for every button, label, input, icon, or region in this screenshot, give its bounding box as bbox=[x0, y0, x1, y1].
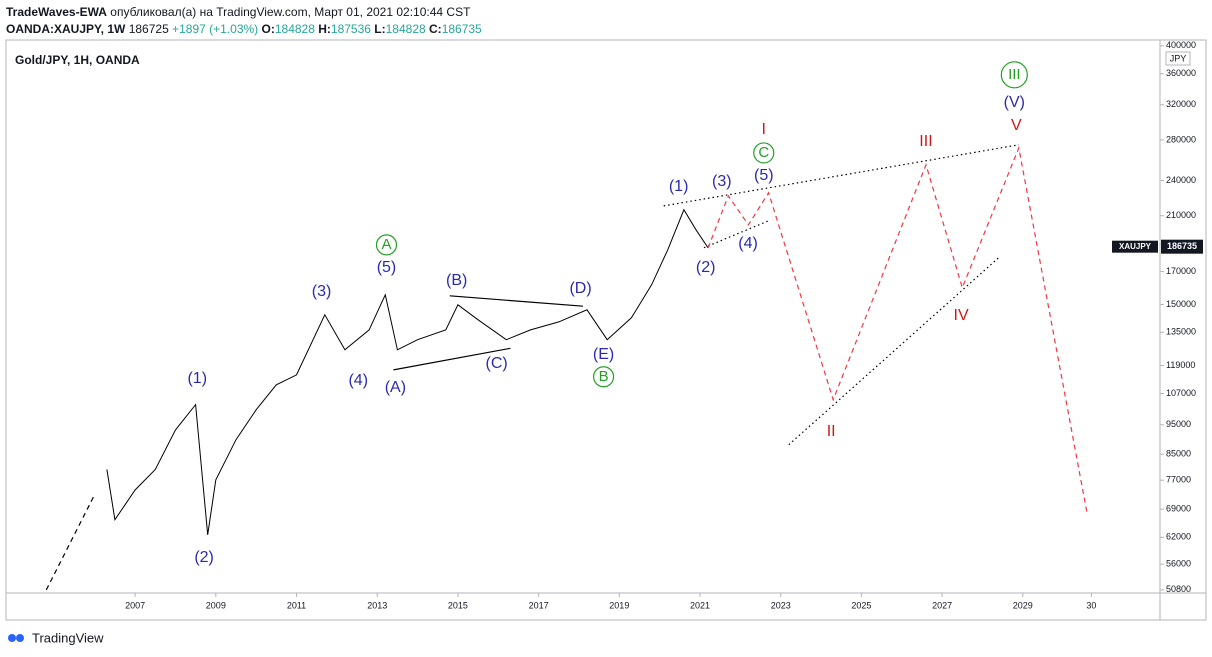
wave-label: (V) bbox=[1004, 94, 1025, 111]
currency-box bbox=[1165, 51, 1191, 66]
o: 184828 bbox=[274, 22, 315, 36]
c: 186735 bbox=[441, 22, 482, 36]
wave-label: (D) bbox=[569, 280, 591, 297]
trend-line bbox=[703, 220, 769, 249]
wave-label: II bbox=[827, 423, 836, 440]
chart-title: Gold/JPY, 1H, OANDA bbox=[15, 53, 140, 67]
wave-label: (4) bbox=[738, 235, 758, 252]
price: 186725 bbox=[128, 22, 169, 36]
trend-line bbox=[663, 144, 1019, 207]
wave-label: B bbox=[599, 368, 609, 385]
x-tick-label: 2025 bbox=[851, 600, 871, 610]
x-tick-label: 2019 bbox=[609, 600, 629, 610]
y-tick-label: 56000 bbox=[1166, 559, 1191, 569]
published: опубликовал(а) на TradingView.com, Март … bbox=[110, 5, 471, 19]
x-tick-label: 2007 bbox=[125, 600, 145, 610]
wave-label: (4) bbox=[348, 372, 368, 389]
y-tick-label: 62000 bbox=[1166, 532, 1191, 542]
y-tick-label: 50800 bbox=[1166, 584, 1191, 594]
footer: TradingView bbox=[32, 630, 104, 645]
wave-label: C bbox=[758, 144, 769, 161]
symbol: OANDA:XAUJPY, 1W bbox=[6, 22, 126, 36]
wave-label: (3) bbox=[712, 173, 732, 190]
wave-label: (2) bbox=[696, 259, 716, 276]
wave-circle bbox=[1000, 61, 1028, 89]
y-tick-label: 85000 bbox=[1166, 449, 1191, 459]
y-tick-label: 400000 bbox=[1166, 40, 1196, 50]
header-line-2: OANDA:XAUJPY, 1W 186725 +1897 (+1.03%) O… bbox=[6, 22, 482, 36]
wave-label: (5) bbox=[754, 167, 774, 184]
y-tick-label: 107000 bbox=[1166, 388, 1196, 398]
x-tick-label: 2011 bbox=[287, 600, 306, 610]
wave-label: A bbox=[381, 236, 391, 253]
l: 184828 bbox=[385, 22, 426, 36]
y-tick-label: 240000 bbox=[1166, 175, 1196, 185]
y-tick-label: 95000 bbox=[1166, 419, 1191, 429]
x-tick-label: 2015 bbox=[448, 600, 468, 610]
y-tick-label: 150000 bbox=[1166, 299, 1196, 309]
change: +1897 (+1.03%) bbox=[172, 22, 259, 36]
wave-label: (A) bbox=[385, 379, 406, 396]
wave-circle bbox=[592, 366, 615, 388]
wave-label: (E) bbox=[593, 346, 614, 363]
x-tick-label: 2027 bbox=[932, 600, 952, 610]
y-tick-label: 210000 bbox=[1166, 210, 1196, 220]
wave-label: (5) bbox=[377, 259, 397, 276]
o-label: O: bbox=[261, 22, 275, 36]
header-line-1: TradeWaves-EWA опубликовал(а) на Trading… bbox=[6, 5, 470, 19]
x-tick-label: 2021 bbox=[690, 600, 710, 610]
author: TradeWaves-EWA bbox=[6, 5, 107, 19]
y-tick-label: 320000 bbox=[1166, 99, 1196, 109]
x-tick-label: 2029 bbox=[1013, 600, 1033, 610]
wave-label: (B) bbox=[446, 272, 467, 289]
wave-label: V bbox=[1011, 117, 1022, 134]
y-tick-label: 119000 bbox=[1166, 360, 1195, 370]
currency: JPY bbox=[1170, 53, 1187, 63]
wave-label: (2) bbox=[194, 549, 214, 566]
price-tag bbox=[1161, 239, 1203, 254]
wave-label: (3) bbox=[312, 283, 332, 300]
h-label: H: bbox=[318, 22, 331, 36]
wave-label: (C) bbox=[486, 355, 508, 372]
y-tick-label: 135000 bbox=[1166, 327, 1196, 337]
trend-line bbox=[45, 494, 96, 591]
price-tag-name-box bbox=[1112, 240, 1158, 253]
wave-label: (1) bbox=[187, 370, 207, 387]
wave-label: I bbox=[762, 121, 766, 138]
wave-label: (1) bbox=[669, 178, 689, 195]
price-tag-label: 186735 bbox=[1167, 241, 1197, 251]
l-label: L: bbox=[374, 22, 386, 36]
wave-circle bbox=[753, 142, 775, 164]
frame bbox=[5, 39, 1207, 621]
x-tick-label: 2009 bbox=[206, 600, 226, 610]
price-tag-name: XAUJPY bbox=[1119, 242, 1152, 251]
x-tick-label: 2017 bbox=[529, 600, 549, 610]
y-tick-label: 69000 bbox=[1166, 504, 1191, 514]
y-tick-label: 77000 bbox=[1166, 475, 1191, 485]
trend-line bbox=[449, 295, 584, 307]
x-tick-label: 30 bbox=[1086, 600, 1096, 610]
wave-label: IV bbox=[954, 307, 969, 324]
wave-label: III bbox=[919, 133, 932, 150]
x-tick-label: 2013 bbox=[367, 600, 387, 610]
projection-line bbox=[707, 145, 1088, 516]
logo bbox=[8, 634, 24, 642]
trend-line bbox=[788, 257, 999, 446]
y-tick-label: 360000 bbox=[1166, 68, 1196, 78]
trend-line bbox=[393, 347, 511, 371]
y-tick-label: 280000 bbox=[1166, 134, 1196, 144]
h: 187536 bbox=[330, 22, 371, 36]
y-tick-label: 170000 bbox=[1166, 266, 1196, 276]
wave-label: III bbox=[1008, 66, 1021, 83]
x-tick-label: 2023 bbox=[771, 600, 791, 610]
wave-circle bbox=[375, 234, 398, 256]
c-label: C: bbox=[429, 22, 442, 36]
price-line bbox=[106, 208, 709, 535]
